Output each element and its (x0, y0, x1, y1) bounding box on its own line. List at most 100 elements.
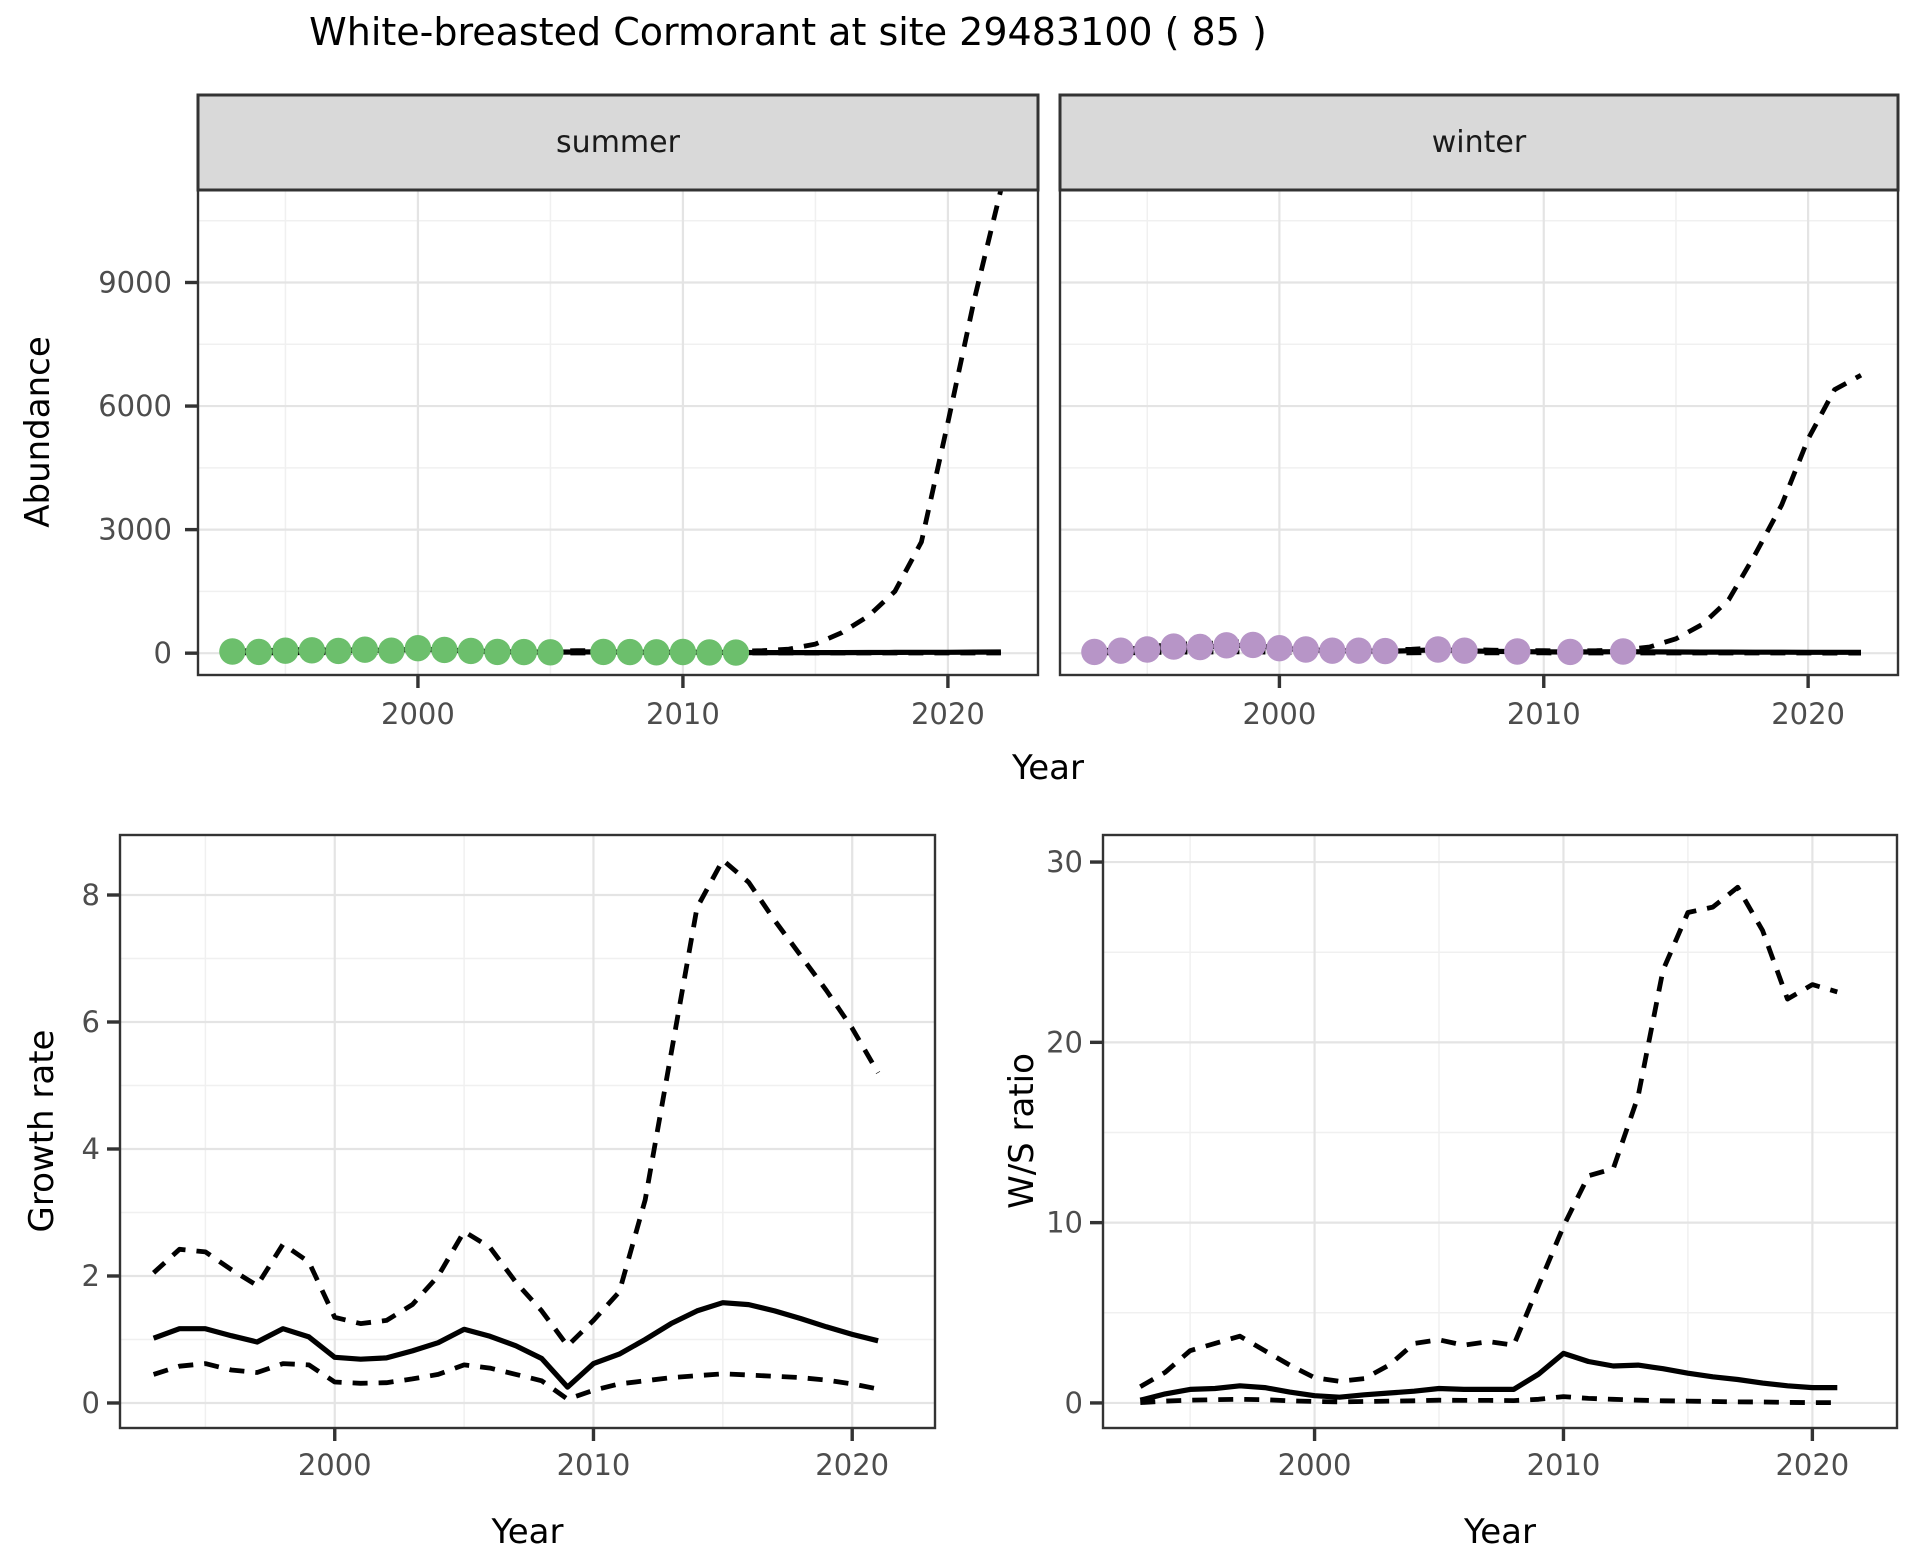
y-tick-label: 6 (82, 1005, 100, 1039)
x-tick-label: 2020 (1775, 1448, 1849, 1482)
data-point (219, 638, 246, 665)
x-tick-label: 2020 (911, 697, 985, 731)
data-point (1372, 637, 1399, 665)
data-point (669, 638, 697, 666)
y-tick-label: 9000 (98, 266, 172, 300)
ratio-y-axis-title: W/S ratio (1002, 1053, 1042, 1209)
x-tick-label: 2010 (1507, 697, 1581, 731)
y-tick-label: 6000 (98, 389, 172, 423)
x-tick-label: 2020 (1771, 697, 1845, 731)
x-tick-label: 2010 (557, 1448, 631, 1482)
panel-background (1060, 190, 1898, 675)
data-point (722, 639, 750, 666)
data-point (404, 635, 432, 662)
x-axis: 2000 2010 2020 (381, 675, 985, 731)
data-point (616, 638, 644, 666)
x-tick-label: 2020 (815, 1448, 889, 1482)
lower_ci-line (1140, 1394, 1838, 1405)
data-point (351, 636, 379, 663)
upper_ci-line (1139, 884, 1838, 1389)
data-point (325, 637, 352, 665)
ratio-x-axis-title: Year (1464, 1512, 1536, 1552)
panel-border (118, 833, 937, 1430)
data-layer (151, 857, 881, 1402)
panel-border (1101, 833, 1899, 1430)
minor-gridlines (1103, 835, 1897, 1428)
observed-points (219, 635, 750, 666)
y-tick-label: 8 (82, 878, 100, 912)
data-point (1557, 638, 1584, 666)
data-point (378, 637, 405, 664)
data-point (510, 638, 538, 666)
data-point (1292, 636, 1320, 663)
abundance-y-axis-title: Abundance (18, 336, 58, 528)
data-layer (219, 190, 1004, 666)
data-point (1134, 636, 1161, 663)
median-line (1139, 1350, 1838, 1403)
data-point (484, 638, 511, 666)
data-point (457, 637, 485, 665)
abundance-x-axis-title: Year (1012, 748, 1084, 788)
y-tick-label: 3000 (98, 513, 172, 547)
y-tick-label: 10 (1046, 1206, 1083, 1240)
chart-growth: 2000 2010 2020 0 2 4 6 8 (82, 833, 937, 1482)
minor-gridlines (198, 190, 1038, 675)
data-point (1160, 633, 1187, 660)
data-point (431, 636, 458, 664)
panel-background (120, 835, 935, 1428)
data-layer (1081, 373, 1863, 666)
y-tick-label: 0 (154, 636, 172, 670)
data-point (1107, 637, 1135, 664)
y-axis: 0 2 4 6 8 (82, 878, 120, 1420)
x-axis: 2000 2010 2020 (1278, 1428, 1849, 1482)
x-tick-label: 2010 (646, 697, 720, 731)
panel-background (198, 190, 1038, 675)
y-axis: 0 3000 6000 9000 (98, 266, 198, 670)
data-point (643, 639, 670, 666)
y-tick-label: 4 (82, 1132, 100, 1166)
data-point (1609, 638, 1637, 665)
data-point (1319, 637, 1346, 664)
data-point (1424, 636, 1452, 663)
chart-ratio: 2000 2010 2020 0 10 20 30 (1046, 833, 1899, 1482)
y-tick-label: 0 (1065, 1386, 1083, 1420)
data-point (696, 639, 723, 666)
growth-y-axis-title: Growth rate (22, 1029, 62, 1233)
facet-strip-label-summer: summer (556, 125, 680, 160)
major-gridlines (1103, 835, 1897, 1428)
data-point (1081, 638, 1108, 666)
data-point (1186, 633, 1214, 661)
growth-x-axis-title: Year (491, 1512, 564, 1552)
data-point (537, 639, 564, 666)
chart-abundance-winter: 2000 2010 2020 (1058, 93, 1900, 731)
lower_ci-line (152, 1361, 879, 1402)
data-point (1239, 631, 1267, 659)
y-axis: 0 10 20 30 (1046, 845, 1103, 1420)
y-tick-label: 2 (82, 1259, 100, 1293)
x-tick-label: 2000 (1278, 1448, 1352, 1482)
median-line (152, 1300, 879, 1390)
facet-strip (1058, 93, 1900, 192)
y-tick-label: 20 (1046, 1025, 1083, 1059)
x-tick-label: 2000 (381, 697, 455, 731)
facet-strip (196, 93, 1040, 192)
data-point (1451, 637, 1478, 664)
data-point (1266, 635, 1293, 662)
data-layer (1139, 884, 1838, 1405)
data-point (1345, 637, 1372, 664)
minor-gridlines (1060, 190, 1898, 675)
observed-points (1081, 631, 1637, 666)
y-tick-label: 0 (82, 1386, 100, 1420)
data-point (298, 637, 326, 664)
data-point (272, 637, 299, 664)
facet-strip-label-winter: winter (1431, 125, 1527, 160)
y-tick-label: 30 (1046, 845, 1083, 879)
x-axis: 2000 2010 2020 (1243, 675, 1845, 731)
data-point (590, 638, 617, 666)
data-point (245, 638, 273, 666)
data-point (1213, 632, 1240, 659)
panel-background (1103, 835, 1897, 1428)
chart-abundance-summer: 2000 2010 2020 0 3000 6000 9000 (98, 93, 1040, 731)
